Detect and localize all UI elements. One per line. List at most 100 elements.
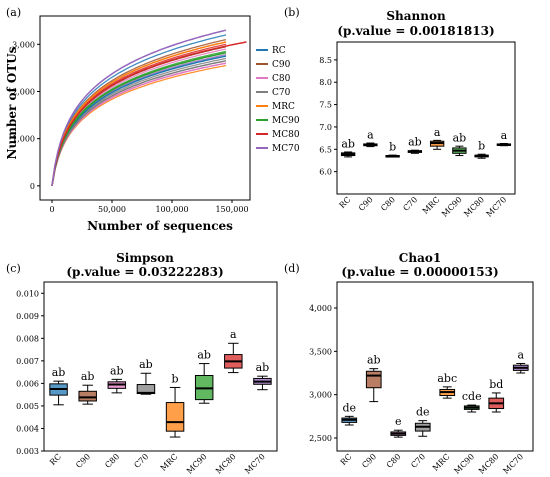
- panel-a-ylabel: Number of OTUs: [5, 46, 19, 159]
- group-letter: ab: [139, 358, 153, 371]
- category-label: C80: [379, 195, 397, 213]
- ytick-label: 2,500: [309, 434, 332, 443]
- panel-a-label: (a): [6, 6, 21, 19]
- panel-a-legend-label: C70: [272, 88, 291, 98]
- ytick-label: 0.010: [16, 289, 39, 298]
- panel-a-curve-c70: [51, 60, 227, 186]
- panel-d-subtitle: (p.value = 0.00000153): [341, 265, 498, 279]
- box-c90: [365, 370, 382, 389]
- panel-a-curves: [51, 29, 247, 186]
- panel-a-xlabel: Number of sequences: [87, 219, 233, 233]
- panel-a-curve-replicate: [51, 57, 227, 186]
- panel-a-curve-replicate: [51, 64, 227, 186]
- box-frame: [336, 41, 516, 195]
- ytick-label: 3,500: [309, 347, 332, 356]
- category-label: MC90: [452, 452, 476, 476]
- category-label: RC: [338, 195, 353, 210]
- category-label: MC80: [214, 452, 238, 476]
- category-label: RC: [48, 452, 63, 467]
- category-label: MC80: [462, 195, 486, 219]
- panel-a-legend-label: C90: [272, 60, 291, 70]
- panel-c-label: (c): [6, 262, 21, 275]
- panel-b-title: Shannon: [386, 9, 446, 23]
- group-letter: ab: [81, 370, 95, 383]
- category-label: MC70: [243, 452, 267, 476]
- category-label: MRC: [431, 452, 452, 473]
- group-letter: b: [389, 141, 396, 154]
- category-label: MC90: [185, 452, 209, 476]
- category-label: MRC: [421, 195, 442, 216]
- category-label: C70: [401, 195, 419, 213]
- panel-a-xtick-label: 150,000: [215, 205, 248, 214]
- ytick-label: 0.008: [16, 334, 39, 343]
- group-letter: e: [395, 415, 402, 428]
- ytick-label: 8.5: [319, 56, 332, 65]
- panel-b-plot: 6.06.57.07.58.08.5abRCaC90bC80abC70aMRCa…: [319, 41, 516, 219]
- box-frame: [336, 281, 534, 452]
- panel-d-title: Chao1: [399, 251, 441, 265]
- group-letter: ab: [110, 364, 124, 377]
- box-mrc: [165, 402, 185, 432]
- panel-a-ytick-label: 2,000: [12, 87, 35, 96]
- panel-c-plot: 0.003 0.004 0.005 0.006 0.007 0.008 0.009 0.010…: [16, 281, 278, 476]
- panel-d-label: (d): [284, 262, 300, 275]
- category-label: C90: [360, 452, 378, 470]
- group-letter: a: [517, 348, 524, 361]
- category-label: RC: [339, 452, 354, 467]
- panel-a-axes: 0 1,000 2,000 3,000 0 50,000 100,000 150,000: [12, 15, 251, 214]
- panel-a-curve-replicate: [51, 38, 227, 186]
- panel-a-rarefaction: (a) 0 1,000 2,000 3,000 0 50,000 100,000 150,00…: [5, 6, 300, 233]
- panel-a-curve-c80: [51, 62, 227, 186]
- category-label: MC70: [501, 452, 525, 476]
- panel-a-ytick-label: 0: [30, 182, 35, 191]
- ytick-label: 6.5: [319, 145, 332, 154]
- category-label: MRC: [159, 452, 180, 473]
- group-letter: b: [172, 372, 179, 385]
- group-letter: abc: [437, 372, 457, 385]
- panel-b-label: (b): [284, 6, 300, 19]
- panel-a-legend-label: MC90: [272, 116, 300, 126]
- box-frame: [43, 281, 278, 452]
- group-letter: de: [416, 406, 430, 419]
- category-label: C70: [132, 452, 150, 470]
- ytick-label: 0.006: [16, 379, 39, 388]
- category-label: C80: [385, 452, 403, 470]
- panel-c-simpson: (c) Simpson (p.value = 0.03222283) 0.003…: [6, 251, 278, 476]
- group-letter: a: [501, 129, 508, 142]
- group-letter: ab: [256, 361, 270, 374]
- panel-d-plot: 2,5003,0003,5004,000deRCabC90eC80deC70ab…: [309, 281, 534, 476]
- group-letter: ab: [453, 132, 467, 145]
- ytick-label: 7.0: [319, 123, 332, 132]
- panel-a-ytick-label: 1,000: [12, 135, 35, 144]
- ytick-label: 0.005: [16, 402, 39, 411]
- ytick-label: 6.0: [319, 168, 332, 177]
- panel-a-curve-mrc: [51, 41, 227, 186]
- group-letter: a: [434, 126, 441, 139]
- panel-a-legend-label: RC: [272, 46, 286, 56]
- group-letter: ab: [52, 366, 66, 379]
- panel-b-shannon: (b) Shannon (p.value = 0.00181813) 6.0 6.…: [284, 6, 516, 219]
- group-letter: ab: [408, 136, 422, 149]
- group-letter: ab: [197, 349, 211, 362]
- category-label: C90: [357, 195, 375, 213]
- ytick-label: 0.004: [16, 424, 39, 433]
- category-label: C80: [103, 452, 121, 470]
- panel-a-ytick-label: 3,000: [12, 40, 35, 49]
- ytick-label: 3,000: [309, 391, 332, 400]
- group-letter: a: [230, 328, 237, 341]
- ytick-label: 4,000: [309, 304, 332, 313]
- group-letter: ab: [367, 354, 381, 367]
- group-letter: a: [367, 128, 374, 141]
- panel-a-xtick-label: 100,000: [155, 205, 188, 214]
- category-label: MC90: [440, 195, 464, 219]
- group-letter: ab: [341, 137, 355, 150]
- panel-b-subtitle: (p.value = 0.00181813): [337, 24, 494, 38]
- category-label: MC70: [485, 195, 509, 219]
- panel-a-curve-mc70: [51, 29, 227, 186]
- group-letter: de: [342, 401, 356, 414]
- ytick-label: 7.5: [319, 101, 332, 110]
- panel-a-legend: RC C90 C80 C70 MRC MC90 MC80 MC70: [256, 46, 300, 154]
- ytick-label: 0.009: [16, 312, 39, 321]
- panel-a-xtick-label: 0: [49, 205, 54, 214]
